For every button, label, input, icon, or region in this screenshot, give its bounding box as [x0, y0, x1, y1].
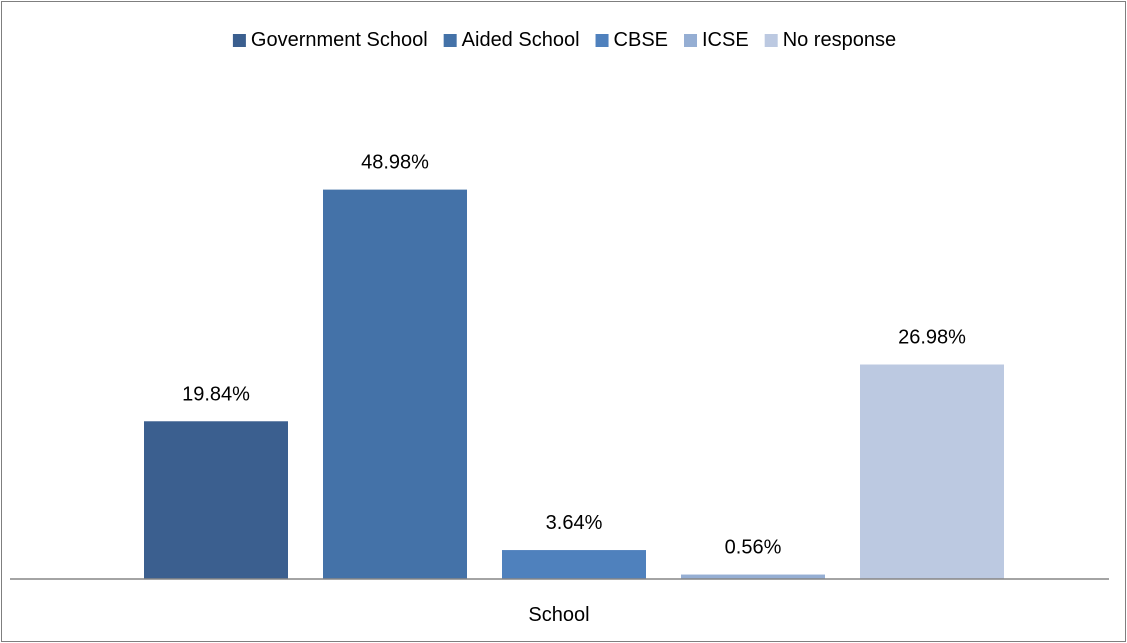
- legend-label: Aided School: [462, 29, 580, 51]
- legend-label: No response: [783, 29, 896, 51]
- data-labels: 19.84% 48.98% 3.64% 0.56% 26.98%: [182, 152, 966, 559]
- data-label-no-response: 26.98%: [898, 327, 966, 349]
- bar-government-school: [144, 421, 288, 579]
- data-label-aided-school: 48.98%: [361, 152, 429, 174]
- legend-item-no-response: No response: [764, 29, 896, 51]
- data-label-government-school: 19.84%: [182, 383, 250, 405]
- bar-group: [144, 189, 1004, 579]
- x-category-label: School: [528, 604, 589, 626]
- data-label-icse: 0.56%: [725, 537, 782, 559]
- bar-no-response: [860, 364, 1004, 579]
- legend-item-government-school: Government School: [232, 29, 428, 51]
- bar-icse: [681, 574, 825, 579]
- legend-label: ICSE: [702, 29, 749, 51]
- legend-label: Government School: [251, 29, 428, 51]
- legend-label: CBSE: [614, 29, 668, 51]
- legend-swatch: [595, 34, 609, 47]
- bar-cbse: [502, 550, 646, 579]
- bar-aided-school: [323, 189, 467, 579]
- legend-swatch: [443, 34, 457, 47]
- data-label-cbse: 3.64%: [546, 512, 603, 534]
- chart-legend: Government School Aided School CBSE ICSE No …: [232, 29, 896, 51]
- legend-swatch: [232, 34, 246, 47]
- legend-item-aided-school: Aided School: [443, 29, 580, 51]
- legend-swatch: [684, 34, 698, 47]
- legend-item-icse: ICSE: [684, 29, 749, 51]
- legend-item-cbse: CBSE: [595, 29, 668, 51]
- legend-swatch: [764, 34, 778, 47]
